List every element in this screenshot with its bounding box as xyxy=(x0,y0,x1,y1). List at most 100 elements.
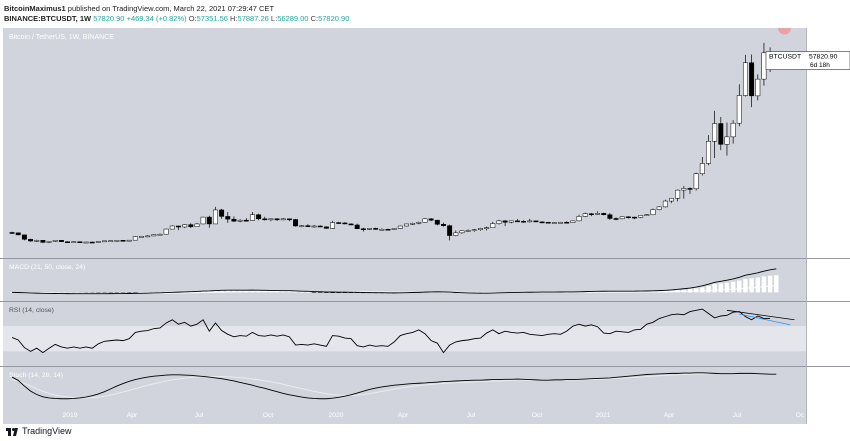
candle-up xyxy=(693,173,699,190)
rsi-band xyxy=(3,326,806,352)
candle-up xyxy=(52,240,58,242)
y-tick-label: 30000.00 xyxy=(812,149,841,156)
macd-histogram-bar xyxy=(348,292,354,293)
candle-up xyxy=(576,216,582,222)
candle-down xyxy=(206,216,212,225)
symbol-interval: BINANCE:BTCUSDT, 1W xyxy=(4,14,92,23)
macd-histogram-bar xyxy=(299,292,304,293)
close-label: C: xyxy=(310,14,319,23)
macd-histogram-bar xyxy=(9,292,15,293)
candle-up xyxy=(163,228,169,235)
author-name[interactable]: BitcoinMaximus1 xyxy=(4,4,66,13)
candle-down xyxy=(323,226,329,229)
candle-up xyxy=(404,223,409,227)
macd-histogram-bar xyxy=(767,275,773,293)
candle-down xyxy=(40,240,46,243)
macd-histogram-bar xyxy=(102,292,107,293)
macd-histogram-bar xyxy=(293,291,298,293)
time-axis-bg xyxy=(3,404,806,424)
candle-up xyxy=(706,141,711,164)
macd-histogram-bar xyxy=(287,291,292,293)
candle-up xyxy=(114,240,120,242)
macd-histogram-bar xyxy=(120,292,126,293)
candle-up xyxy=(212,209,218,225)
candle-down xyxy=(231,218,237,222)
candle-up xyxy=(102,240,107,243)
candle-up xyxy=(681,188,687,191)
tradingview-logo-icon xyxy=(6,428,18,436)
price-chart[interactable]: Bitcoin / TetherUS, 1W, BINANCE USDT 10000… xyxy=(0,28,850,424)
macd-histogram-bar xyxy=(761,276,767,293)
candle-up xyxy=(465,230,471,232)
candle-up xyxy=(330,222,336,229)
stoch-y-tick: 100.00 xyxy=(812,369,833,376)
macd-histogram-bar xyxy=(157,291,163,293)
candle-up xyxy=(83,241,89,244)
candle-up xyxy=(151,234,157,237)
x-tick-label: 2019 xyxy=(62,412,77,419)
candle-up xyxy=(508,220,514,223)
candle-up xyxy=(459,230,465,234)
candle-up xyxy=(490,223,496,228)
y-tick-label: 40000.00 xyxy=(812,115,841,122)
candle-down xyxy=(625,216,631,219)
candle-up xyxy=(484,227,490,229)
macd-histogram-bar xyxy=(151,292,157,293)
stoch-label: Stoch (14, 28, 14) xyxy=(9,372,63,379)
candle-up xyxy=(132,236,138,241)
candle-down xyxy=(336,222,342,224)
tradingview-brand[interactable]: TradingView xyxy=(22,426,72,436)
x-tick-label: Oct xyxy=(532,412,543,419)
pane-bg-3 xyxy=(3,367,806,404)
candle-down xyxy=(15,232,21,236)
published-info: published on TradingView.com, March 22, … xyxy=(67,4,275,13)
macd-histogram-bar xyxy=(96,292,101,293)
candle-up xyxy=(656,206,662,210)
candle-up xyxy=(95,241,101,243)
symbol-line: BINANCE:BTCUSDT, 1W 57820.90 +469.34 (+0… xyxy=(4,14,349,23)
y-tick-label: 50000.00 xyxy=(812,81,841,88)
candle-down xyxy=(305,225,311,227)
candle-down xyxy=(373,228,379,230)
candle-down xyxy=(219,209,225,217)
candle-down xyxy=(354,224,360,229)
candle-down xyxy=(342,222,348,225)
macd-histogram-bar xyxy=(330,292,335,293)
rsi-trendline-black xyxy=(726,309,795,321)
candle-up xyxy=(249,214,255,221)
macd-line xyxy=(12,268,777,295)
macd-histogram-bar xyxy=(718,283,724,293)
macd-histogram-bar xyxy=(700,287,705,293)
macd-histogram-bar xyxy=(724,282,730,293)
candle-down xyxy=(274,218,280,221)
candle-up xyxy=(644,214,650,216)
y-tick-label: 60000.00 xyxy=(812,47,841,54)
stoch-highlight-marker xyxy=(777,28,791,35)
candle-up xyxy=(669,198,674,202)
publisher-line: BitcoinMaximus1 published on TradingView… xyxy=(4,4,274,13)
candle-up xyxy=(527,220,533,223)
x-tick-label: Apr xyxy=(127,412,138,419)
macd-histogram-bar xyxy=(318,292,323,293)
macd-histogram-bar xyxy=(324,292,329,293)
candle-down xyxy=(21,234,27,240)
candle-up xyxy=(200,216,206,225)
open-value: 57351.56 xyxy=(196,14,228,23)
candle-up xyxy=(558,221,564,224)
candle-down xyxy=(533,220,539,223)
candle-up xyxy=(699,163,705,174)
rsi-trendline-blue xyxy=(739,313,791,326)
y-tick-label: 20000.00 xyxy=(812,183,841,190)
candle-up xyxy=(496,220,502,224)
candle-down xyxy=(434,219,440,225)
candle-down xyxy=(120,240,126,242)
candle-down xyxy=(718,123,724,145)
candle-down xyxy=(293,219,299,227)
macd-histogram-bar xyxy=(213,290,218,293)
stoch-d-line xyxy=(12,373,777,399)
candle-down xyxy=(58,240,64,242)
candle-up xyxy=(595,213,601,215)
macd-histogram-bar xyxy=(145,292,150,293)
candle-down xyxy=(256,214,262,220)
footer: TradingView xyxy=(0,424,850,441)
